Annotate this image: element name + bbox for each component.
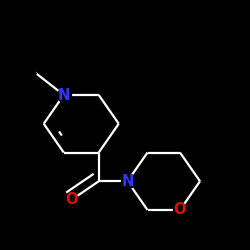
- Text: N: N: [58, 88, 70, 102]
- Text: O: O: [65, 192, 78, 208]
- Text: N: N: [121, 174, 134, 189]
- Text: O: O: [174, 202, 186, 218]
